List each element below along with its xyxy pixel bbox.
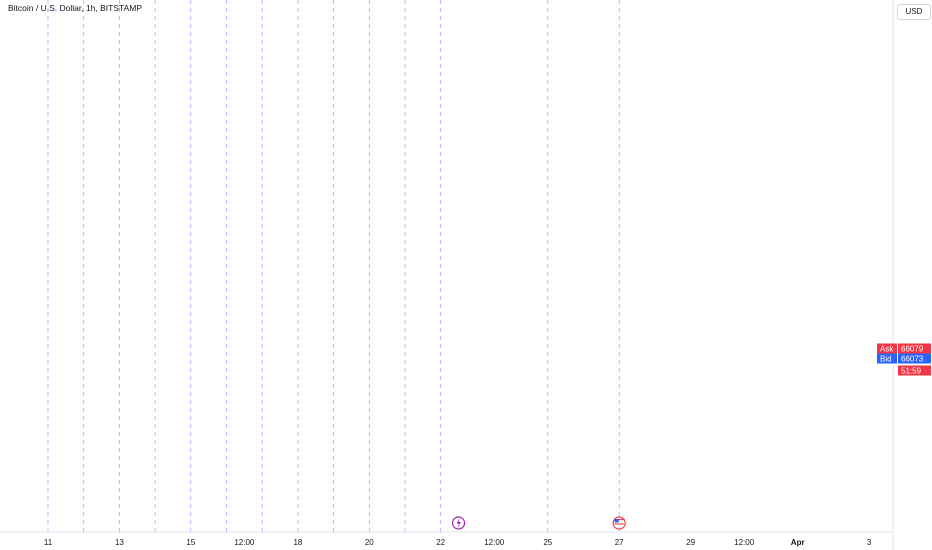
x-tick-label: 25: [543, 538, 552, 547]
price-tag: Ask 66079: [877, 343, 931, 354]
us-flag-icon[interactable]: [612, 516, 626, 530]
x-axis: 11 13 15 12:00 18 20 22 12:00 25 27 29 12:00 Apr 3: [44, 538, 872, 547]
x-tick-label: 12:00: [484, 538, 505, 547]
x-tick-label: 27: [615, 538, 624, 547]
x-tick-label: 20: [365, 538, 374, 547]
chart-title: Bitcoin / U.S. Dollar, 1h, BITSTAMP: [8, 3, 142, 13]
session-lines: [47, 0, 620, 532]
x-tick-label: Apr: [791, 538, 805, 547]
currency-button[interactable]: USD: [897, 4, 931, 20]
x-tick-label: 29: [686, 538, 695, 547]
x-tick-label: 12:00: [234, 538, 255, 547]
event-markers: [451, 516, 626, 530]
x-tick-label: 12:00: [734, 538, 755, 547]
x-tick-label: 22: [436, 538, 445, 547]
price-tags: Ask 66079 Bid 66073 51:59: [877, 343, 931, 376]
x-tick-label: 13: [115, 538, 124, 547]
price-tag: 51:59: [898, 365, 931, 376]
svg-text:51:59: 51:59: [901, 367, 922, 376]
price-tag: Bid 66073: [877, 353, 931, 364]
x-tick-label: 18: [293, 538, 302, 547]
x-tick-label: 15: [186, 538, 195, 547]
x-tick-label: 11: [44, 538, 53, 547]
svg-text:66073: 66073: [901, 355, 924, 364]
svg-text:Bid: Bid: [880, 355, 892, 364]
lightning-icon[interactable]: [451, 516, 466, 530]
svg-text:66079: 66079: [901, 345, 924, 354]
x-tick-label: 3: [867, 538, 872, 547]
svg-text:Ask: Ask: [880, 345, 894, 354]
